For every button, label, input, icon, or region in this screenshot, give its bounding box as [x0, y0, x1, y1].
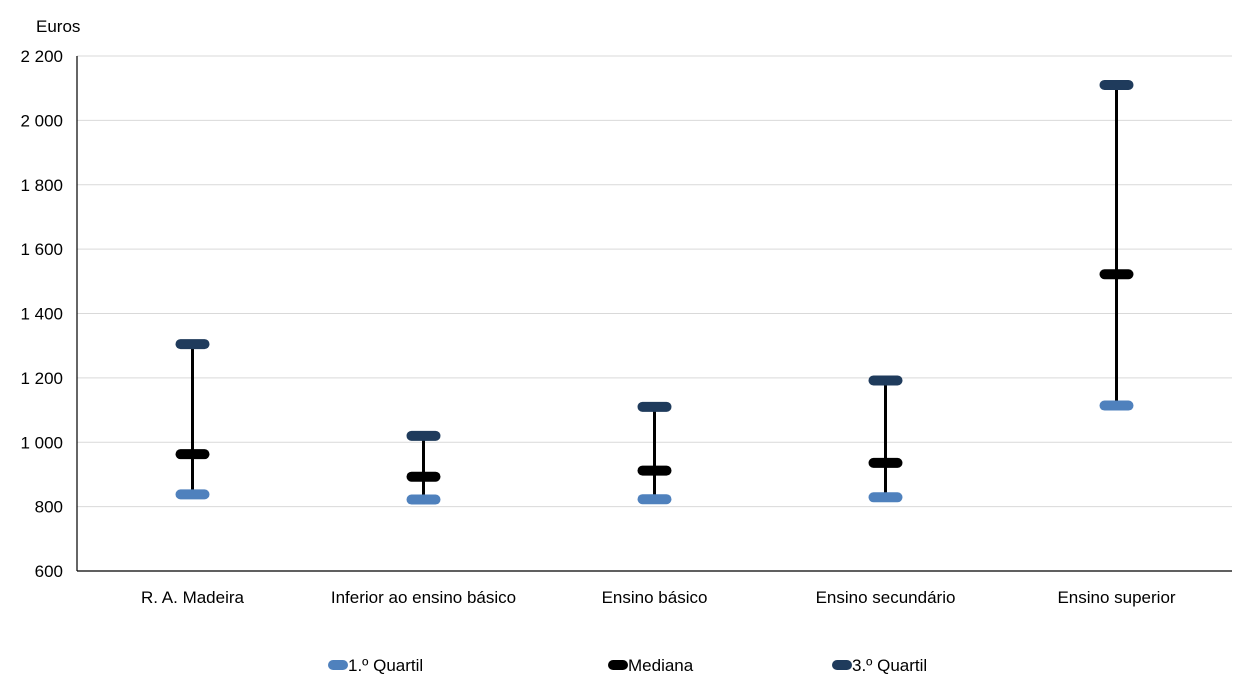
marker-3-quartil	[406, 430, 441, 441]
y-tick-label: 1 000	[20, 433, 63, 452]
marker-1-quartil	[406, 494, 441, 505]
marker-mediana	[868, 457, 903, 468]
marker-3-quartil	[1099, 79, 1134, 90]
legend-item: Mediana	[608, 656, 694, 675]
marker-1-quartil	[1099, 400, 1134, 411]
y-tick-label: 1 400	[20, 305, 63, 324]
legend: 1.º Quartil Mediana 3.º Quartil	[328, 656, 927, 675]
axes	[76, 56, 1232, 572]
x-category-label: Ensino superior	[1057, 588, 1175, 607]
marker-mediana	[637, 465, 672, 476]
legend-swatch	[608, 660, 628, 670]
marker-1-quartil	[868, 492, 903, 503]
y-tick-label: 1 200	[20, 369, 63, 388]
x-category-label: Ensino secundário	[816, 588, 956, 607]
marker-mediana	[175, 449, 210, 460]
marker-1-quartil	[637, 494, 672, 505]
y-tick-label: 2 200	[20, 47, 63, 66]
legend-swatch	[328, 660, 348, 670]
legend-item: 1.º Quartil	[328, 656, 423, 675]
y-tick-label: 2 000	[20, 111, 63, 130]
marker-mediana	[1099, 269, 1134, 280]
category-labels: R. A. Madeira Inferior ao ensino básico En…	[141, 588, 1176, 607]
marker-3-quartil	[868, 375, 903, 386]
x-category-label: Inferior ao ensino básico	[331, 588, 516, 607]
legend-label: Mediana	[628, 656, 694, 675]
legend-label: 3.º Quartil	[852, 656, 927, 675]
quartile-markers	[175, 79, 1134, 505]
x-category-label: Ensino básico	[602, 588, 708, 607]
x-category-label: R. A. Madeira	[141, 588, 245, 607]
legend-item: 3.º Quartil	[832, 656, 927, 675]
legend-swatch	[832, 660, 852, 670]
marker-1-quartil	[175, 489, 210, 500]
gridlines	[77, 55, 1232, 508]
y-tick-label: 1 600	[20, 240, 63, 259]
y-tick-label: 800	[35, 498, 63, 517]
y-tick-label: 600	[35, 562, 63, 581]
marker-mediana	[406, 471, 441, 482]
marker-3-quartil	[637, 401, 672, 412]
y-tick-labels: 600 800 1 000 1 200 1 400 1 600 1 800 2 000 2 20…	[20, 47, 63, 581]
y-axis-unit-label: Euros	[36, 17, 80, 36]
range-lines	[191, 84, 1118, 500]
y-tick-label: 1 800	[20, 176, 63, 195]
legend-label: 1.º Quartil	[348, 656, 423, 675]
marker-3-quartil	[175, 339, 210, 350]
